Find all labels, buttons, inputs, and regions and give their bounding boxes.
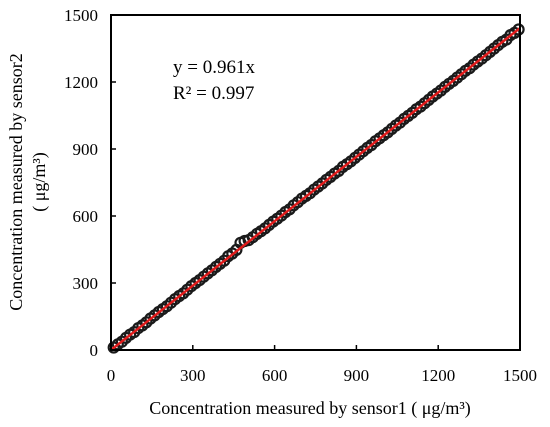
y-tick-label: 300	[73, 274, 99, 293]
x-tick-label: 1200	[421, 366, 455, 385]
regression-line	[110, 27, 521, 351]
x-axis: 0 300 600 900 1200 1500	[107, 345, 537, 385]
y-tick-label: 600	[73, 207, 99, 226]
x-tick-label: 1500	[503, 366, 537, 385]
y-tick-label: 900	[73, 140, 99, 159]
x-tick-label: 0	[107, 366, 116, 385]
equation-label: y = 0.961x	[173, 57, 255, 78]
scatter-points	[107, 23, 525, 354]
plot-frame	[110, 14, 521, 351]
r-squared-label: R² = 0.997	[173, 83, 254, 104]
x-tick-label: 600	[262, 366, 288, 385]
y-tick-label: 0	[90, 341, 99, 360]
x-axis-label: Concentration measured by sensor1 ( μg/m…	[149, 398, 470, 419]
y-axis: 0 300 600 900 1200 1500	[64, 6, 116, 360]
x-tick-label: 300	[180, 366, 206, 385]
y-axis-label-units: ( μg/m³)	[29, 152, 50, 212]
y-tick-label: 1500	[64, 6, 98, 25]
data-point	[512, 23, 525, 36]
y-axis-label: Concentration measured by sensor2	[6, 53, 26, 310]
x-tick-label: 900	[344, 366, 370, 385]
y-tick-label: 1200	[64, 73, 98, 92]
